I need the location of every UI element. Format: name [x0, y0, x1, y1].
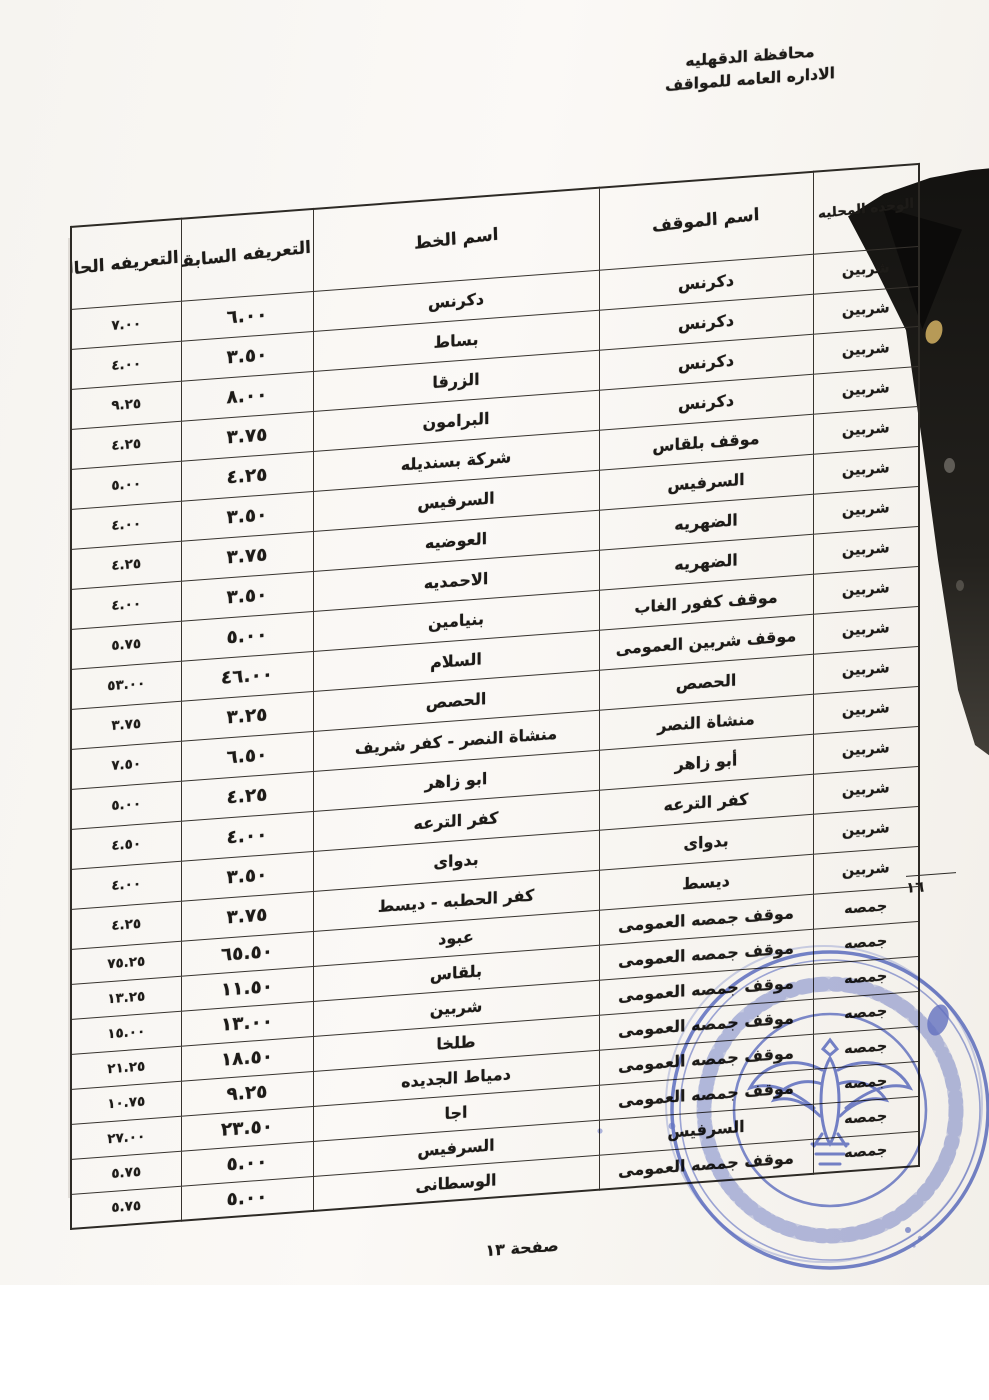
- scan-speck: [956, 580, 964, 591]
- col-header-station: اسم الموقف: [599, 171, 813, 270]
- col-header-curr-tariff: التعريفه الحاليه: [71, 218, 181, 309]
- col-header-prev-tariff: التعريفه السابقه: [181, 208, 313, 301]
- page-number: صفحة ١٣: [485, 1235, 559, 1261]
- cell-curr-tariff: ٥.٧٥: [71, 1185, 181, 1229]
- tariff-table-body: شربين دكرنس دكرنس ٦.٠٠ ٧.٠٠ شربين دكرنس …: [71, 245, 919, 1229]
- cell-unit: جمصه: [813, 1130, 919, 1174]
- tariff-table: الوحده المحليه اسم الموقف اسم الخط التعر…: [70, 162, 920, 1230]
- page-left-edge: [68, 238, 70, 1198]
- margin-annotation: ١٦: [906, 872, 962, 897]
- document-content: محافظة الدقهليه الاداره العامه للمواقف ا…: [70, 43, 956, 1346]
- camscanner-footer: CS CamScanner الممسوحة ضوئيا بـ CamScann…: [0, 1285, 989, 1400]
- col-header-unit: الوحده المحليه: [813, 163, 919, 254]
- scan-speck: [944, 458, 955, 473]
